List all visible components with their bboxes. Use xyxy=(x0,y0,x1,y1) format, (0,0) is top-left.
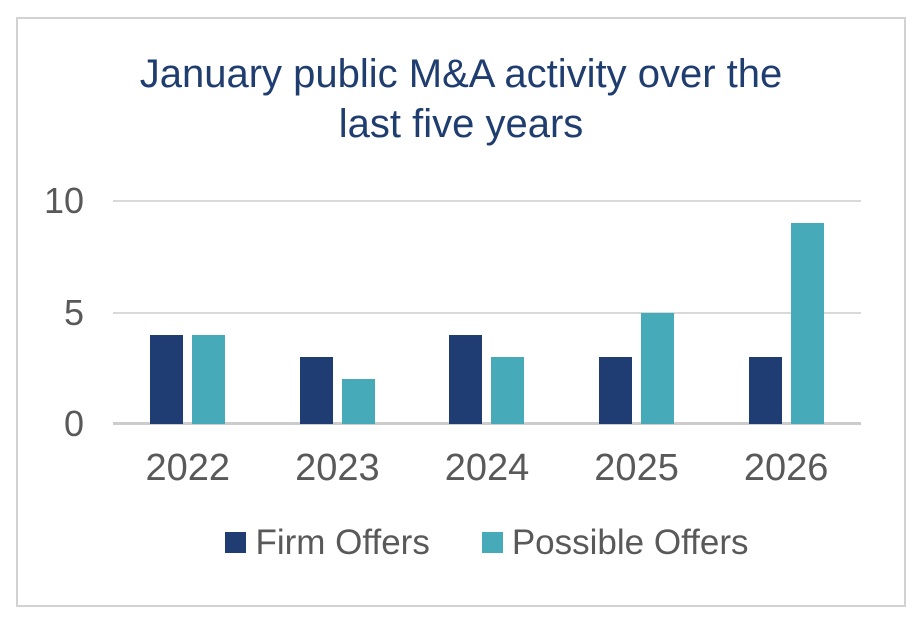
x-tick-label-2022: 2022 xyxy=(145,447,231,489)
bar-group-2025 xyxy=(562,201,712,424)
legend-label-firm-offers: Firm Offers xyxy=(255,523,430,562)
legend-entry-possible-offers: Possible Offers xyxy=(481,522,749,563)
x-tick-label-2023: 2023 xyxy=(295,447,380,489)
chart-title: January public M&A activity over the las… xyxy=(18,49,904,149)
bar-possible-offers-2023 xyxy=(341,379,375,424)
legend-entry-firm-offers: Firm Offers xyxy=(225,522,430,563)
bar-group-2022 xyxy=(113,201,263,424)
plot-area xyxy=(113,200,861,425)
y-tick-label-10: 10 xyxy=(43,180,84,221)
chart-card: January public M&A activity over the las… xyxy=(16,17,906,607)
x-tick-label-2024: 2024 xyxy=(444,447,530,489)
legend-swatch-possible-offers xyxy=(481,532,503,553)
bar-firm-offers-2023 xyxy=(299,357,333,424)
chart-title-line-2: last five years xyxy=(338,102,584,146)
bar-firm-offers-2022 xyxy=(150,334,184,424)
bar-possible-offers-2025 xyxy=(641,312,675,424)
bar-possible-offers-2022 xyxy=(192,334,226,424)
y-tick-label-0: 0 xyxy=(63,403,84,444)
bar-group-2026 xyxy=(711,201,861,424)
legend-swatch-firm-offers xyxy=(225,532,247,553)
bar-possible-offers-2024 xyxy=(491,357,525,424)
x-axis-line xyxy=(113,422,861,425)
legend-label-possible-offers: Possible Offers xyxy=(511,523,749,562)
y-tick-label-5: 5 xyxy=(63,291,84,333)
gridline-5 xyxy=(113,311,861,314)
chart-title-line-1: January public M&A activity over the xyxy=(139,52,783,96)
bar-firm-offers-2024 xyxy=(449,334,483,424)
gridline-10 xyxy=(113,200,861,202)
bar-group-2024 xyxy=(412,201,562,424)
bar-firm-offers-2025 xyxy=(599,357,633,424)
bar-group-2023 xyxy=(263,201,413,424)
legend: Firm Offers Possible Offers xyxy=(113,522,861,563)
x-tick-label-2025: 2025 xyxy=(594,447,679,489)
x-axis-labels: 2022 2023 2024 2025 2026 xyxy=(113,446,861,490)
y-axis-labels: 0 5 10 xyxy=(18,180,96,444)
bar-firm-offers-2026 xyxy=(748,357,782,424)
bar-possible-offers-2026 xyxy=(790,223,824,424)
x-tick-label-2026: 2026 xyxy=(743,447,829,489)
